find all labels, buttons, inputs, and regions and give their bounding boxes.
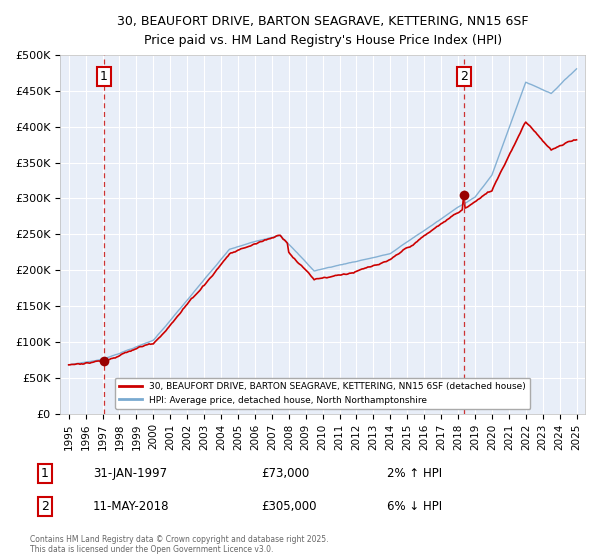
- Text: 31-JAN-1997: 31-JAN-1997: [93, 466, 167, 480]
- Text: 2% ↑ HPI: 2% ↑ HPI: [387, 466, 442, 480]
- Text: 6% ↓ HPI: 6% ↓ HPI: [387, 500, 442, 514]
- Text: 2: 2: [460, 70, 468, 83]
- Text: 1: 1: [41, 466, 49, 480]
- Text: 1: 1: [100, 70, 108, 83]
- Text: 2: 2: [41, 500, 49, 514]
- Text: Contains HM Land Registry data © Crown copyright and database right 2025.
This d: Contains HM Land Registry data © Crown c…: [30, 535, 329, 554]
- Title: 30, BEAUFORT DRIVE, BARTON SEAGRAVE, KETTERING, NN15 6SF
Price paid vs. HM Land : 30, BEAUFORT DRIVE, BARTON SEAGRAVE, KET…: [117, 15, 529, 47]
- Text: £73,000: £73,000: [261, 466, 309, 480]
- Text: 11-MAY-2018: 11-MAY-2018: [93, 500, 170, 514]
- Text: £305,000: £305,000: [261, 500, 317, 514]
- Legend: 30, BEAUFORT DRIVE, BARTON SEAGRAVE, KETTERING, NN15 6SF (detached house), HPI: : 30, BEAUFORT DRIVE, BARTON SEAGRAVE, KET…: [115, 377, 530, 409]
